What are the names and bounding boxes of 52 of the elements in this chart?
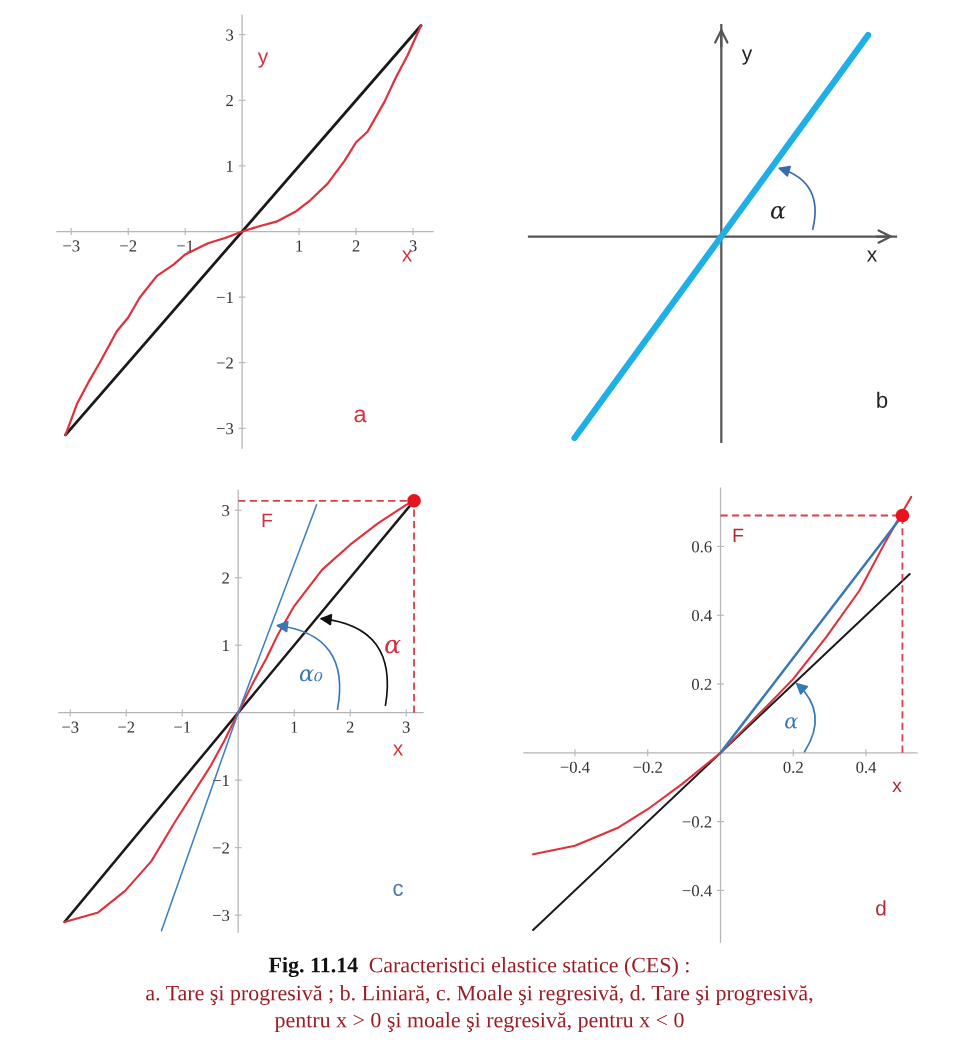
- annotation: α₀: [299, 669, 323, 682]
- x-tick-label: 3: [402, 721, 410, 733]
- x-tick-label: −2: [120, 240, 137, 252]
- y-tick-label: 0.4: [691, 609, 712, 622]
- x-tick-label: 0.4: [856, 761, 877, 773]
- x-tick-label: −0.2: [633, 761, 662, 773]
- text: Caracteristici elastice statice (CES) :: [369, 957, 689, 977]
- y-tick-label: −3: [216, 423, 234, 435]
- x-tick-label: −0.4: [560, 761, 590, 773]
- line-series: [532, 495, 913, 856]
- y-tick-label: 3: [222, 504, 230, 517]
- x-tick-label: −3: [62, 721, 79, 733]
- y-tick-label: −1: [216, 291, 233, 303]
- y-tick-label: 1: [223, 639, 229, 651]
- y-tick-label: 3: [226, 29, 234, 41]
- y-tick-label: 0.2: [691, 678, 712, 691]
- annotation: d: [876, 900, 886, 916]
- y-tick-label: −2: [216, 357, 233, 369]
- x-axis-title: x: [867, 250, 877, 262]
- x-tick-label: −3: [63, 240, 80, 252]
- x-tick-label: 2: [352, 240, 360, 252]
- y-tick-label: 2: [222, 572, 229, 584]
- annotation: F: [733, 528, 744, 543]
- x-tick-label: 2: [346, 721, 354, 733]
- annotation: α: [785, 717, 798, 729]
- x-axis-title: x: [892, 781, 902, 793]
- y-tick-label: −3: [212, 909, 230, 922]
- y-tick-label: −0.4: [682, 885, 712, 897]
- y-axis-title: y: [257, 52, 269, 68]
- text: a. Tare şi progresivă ; b. Liniară, c. Moale şi regresivă, d. Tare şi progresivă,: [146, 985, 813, 1005]
- annotation: F: [262, 513, 273, 528]
- annotation: b: [877, 391, 888, 408]
- x-tick-label: −2: [118, 721, 135, 733]
- y-tick-label: −2: [212, 842, 229, 854]
- annotation: a: [354, 409, 367, 423]
- annotation: α: [771, 205, 786, 219]
- x-axis-title: x: [393, 744, 403, 756]
- y-axis-title: y: [741, 49, 753, 65]
- x-axis-title: x: [402, 250, 412, 262]
- x-tick-label: 1: [296, 240, 303, 252]
- x-tick-label: 3: [409, 240, 417, 252]
- x-tick-label: 1: [291, 721, 298, 733]
- y-tick-label: 1: [226, 160, 233, 172]
- y-tick-label: −0.2: [682, 816, 712, 828]
- y-tick-label: 2: [226, 95, 233, 107]
- text: Fig. 11.14: [268, 956, 358, 978]
- annotation: α: [385, 639, 401, 654]
- x-tick-label: 0.2: [783, 761, 803, 773]
- y-tick-label: 0.6: [691, 541, 712, 553]
- annotation: c: [393, 883, 403, 896]
- text: pentru x > 0 şi moale şi regresivă, pentru x < 0: [274, 1012, 684, 1032]
- x-tick-label: −1: [174, 721, 191, 733]
